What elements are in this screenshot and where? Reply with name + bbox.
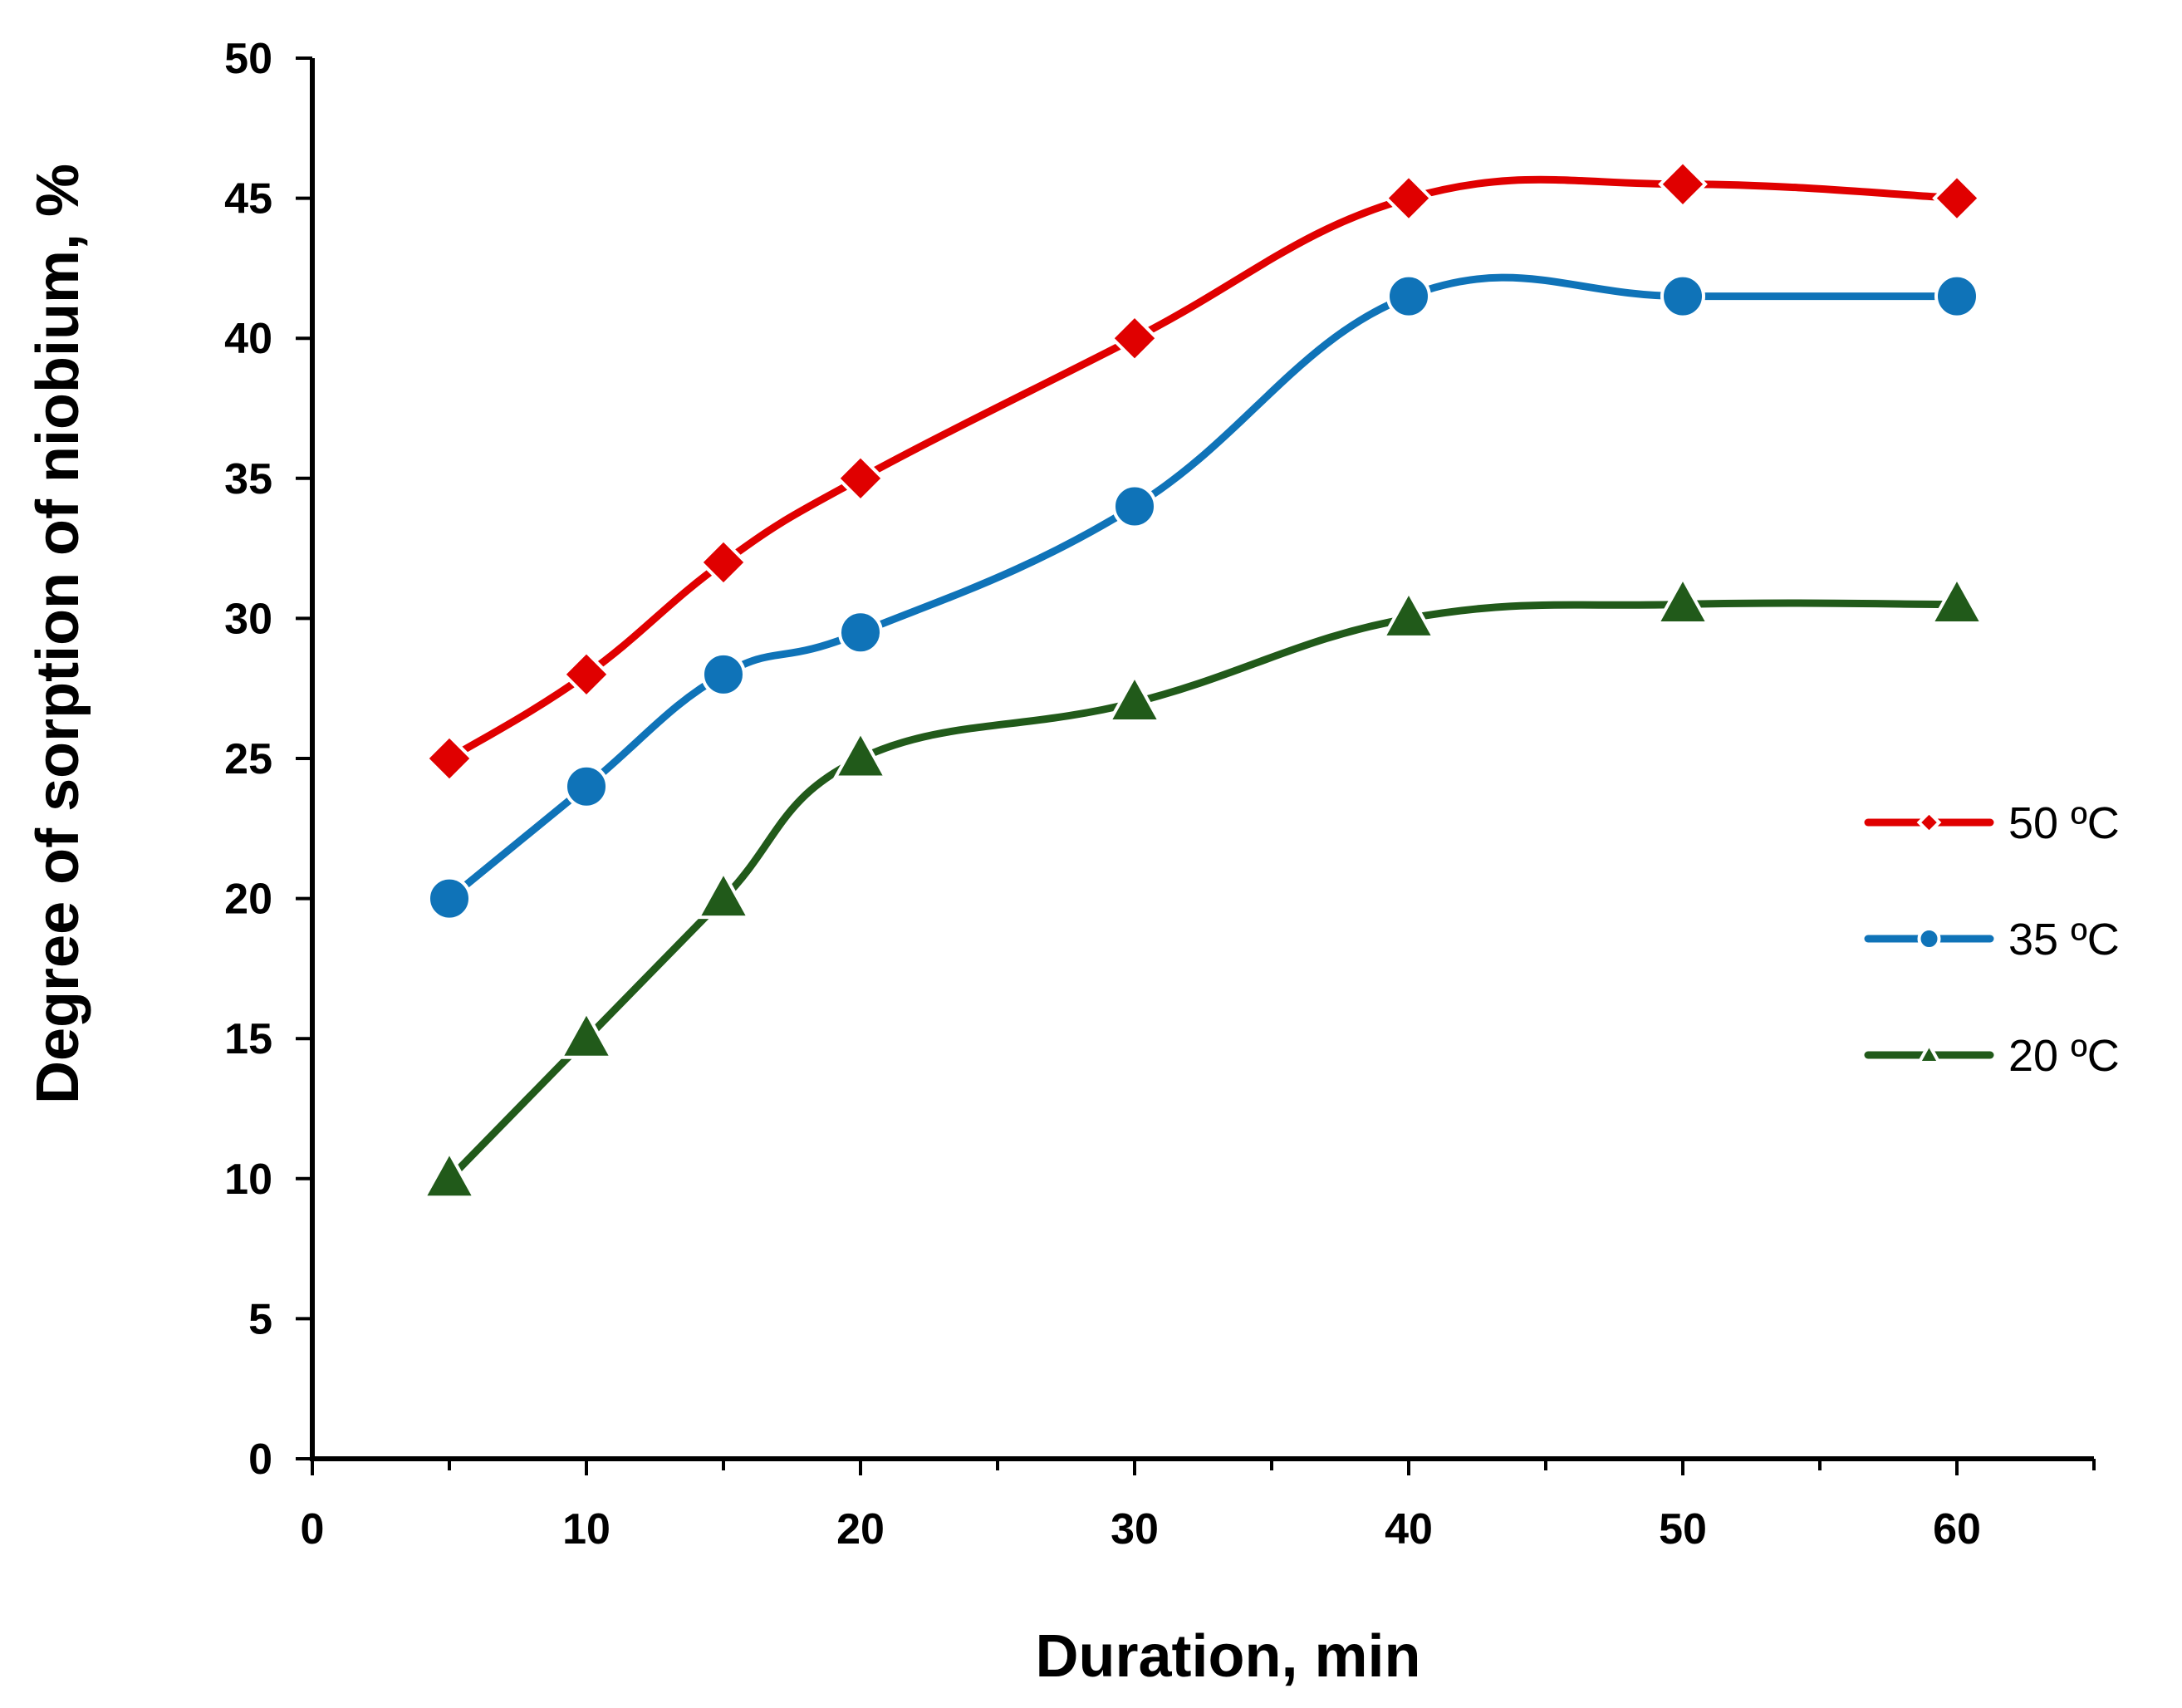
data-point: [558, 1009, 615, 1059]
series-line-halo: [443, 271, 1964, 906]
series-line-halo: [443, 596, 1964, 1185]
x-tick-label: 30: [1111, 1505, 1159, 1553]
series-2: [421, 574, 1985, 1200]
legend-item-0: 50 ºC: [1864, 798, 2120, 848]
x-axis-title: Duration, min: [1036, 1623, 1421, 1690]
data-point: [421, 1149, 478, 1200]
data-point: [1929, 574, 1985, 626]
data-point: [838, 610, 883, 655]
series-line: [445, 273, 1961, 903]
x-tick-label: 60: [1933, 1505, 1981, 1553]
y-tick-label: 10: [224, 1156, 272, 1204]
y-tick-label: 45: [224, 175, 272, 223]
y-axis-title: Degree of sorption of niobium, %: [25, 164, 91, 1104]
legend-swatch-marker: [1916, 810, 1942, 835]
y-tick-label: 40: [224, 315, 272, 363]
data-point: [832, 729, 889, 779]
y-tick-label: 0: [248, 1436, 272, 1484]
series-line: [445, 175, 1961, 763]
data-point: [561, 650, 611, 699]
series-layer: [421, 159, 1985, 1200]
series-1: [427, 271, 1979, 921]
y-tick-label: 35: [224, 455, 272, 503]
data-point: [564, 763, 609, 809]
y-tick-label: 25: [224, 735, 272, 783]
data-point: [1386, 273, 1431, 319]
x-tick-label: 50: [1659, 1505, 1707, 1553]
legend-item-2: 20 ºC: [1864, 1031, 2120, 1081]
legend-layer: 50 ºC 35 ºC 20 ºC: [1864, 798, 2120, 1081]
y-tick-label: 15: [224, 1015, 272, 1063]
data-point: [1934, 273, 1979, 319]
y-tick-label: 50: [224, 35, 272, 83]
legend-label: 35 ºC: [2008, 915, 2120, 964]
data-point: [427, 876, 472, 921]
legend-label: 50 ºC: [2008, 798, 2120, 848]
data-point: [1932, 173, 1982, 223]
data-point: [1660, 273, 1705, 319]
y-tick-label: 5: [248, 1295, 272, 1343]
x-tick-label: 20: [836, 1505, 885, 1553]
data-point: [1655, 574, 1711, 626]
x-tick-label: 40: [1385, 1505, 1433, 1553]
data-point: [836, 453, 885, 503]
data-point: [695, 868, 752, 920]
data-point: [1106, 672, 1163, 724]
series-0: [424, 159, 1982, 783]
legend-item-1: 35 ºC: [1864, 915, 2120, 964]
x-tick-label: 0: [301, 1505, 325, 1553]
data-point: [1380, 588, 1437, 639]
y-tick-label: 20: [224, 876, 272, 924]
y-tick-label: 30: [224, 595, 272, 643]
legend-swatch-marker: [1917, 927, 1941, 950]
axes-layer: 0 5 10 15 20 25 30 35 40 45 50 0 10 20 30 40 50 60: [224, 35, 2096, 1553]
data-point: [424, 734, 474, 783]
x-tick-label: 10: [562, 1505, 610, 1553]
legend-swatch-marker: [1916, 1041, 1942, 1064]
legend-label: 20 ºC: [2008, 1031, 2120, 1081]
data-point: [701, 651, 746, 697]
data-point: [1110, 313, 1160, 364]
data-point: [1658, 159, 1708, 209]
series-line-halo: [443, 173, 1964, 765]
data-point: [1112, 483, 1157, 529]
series-line: [445, 599, 1961, 1183]
data-point: [699, 537, 748, 587]
data-point: [1384, 173, 1434, 223]
